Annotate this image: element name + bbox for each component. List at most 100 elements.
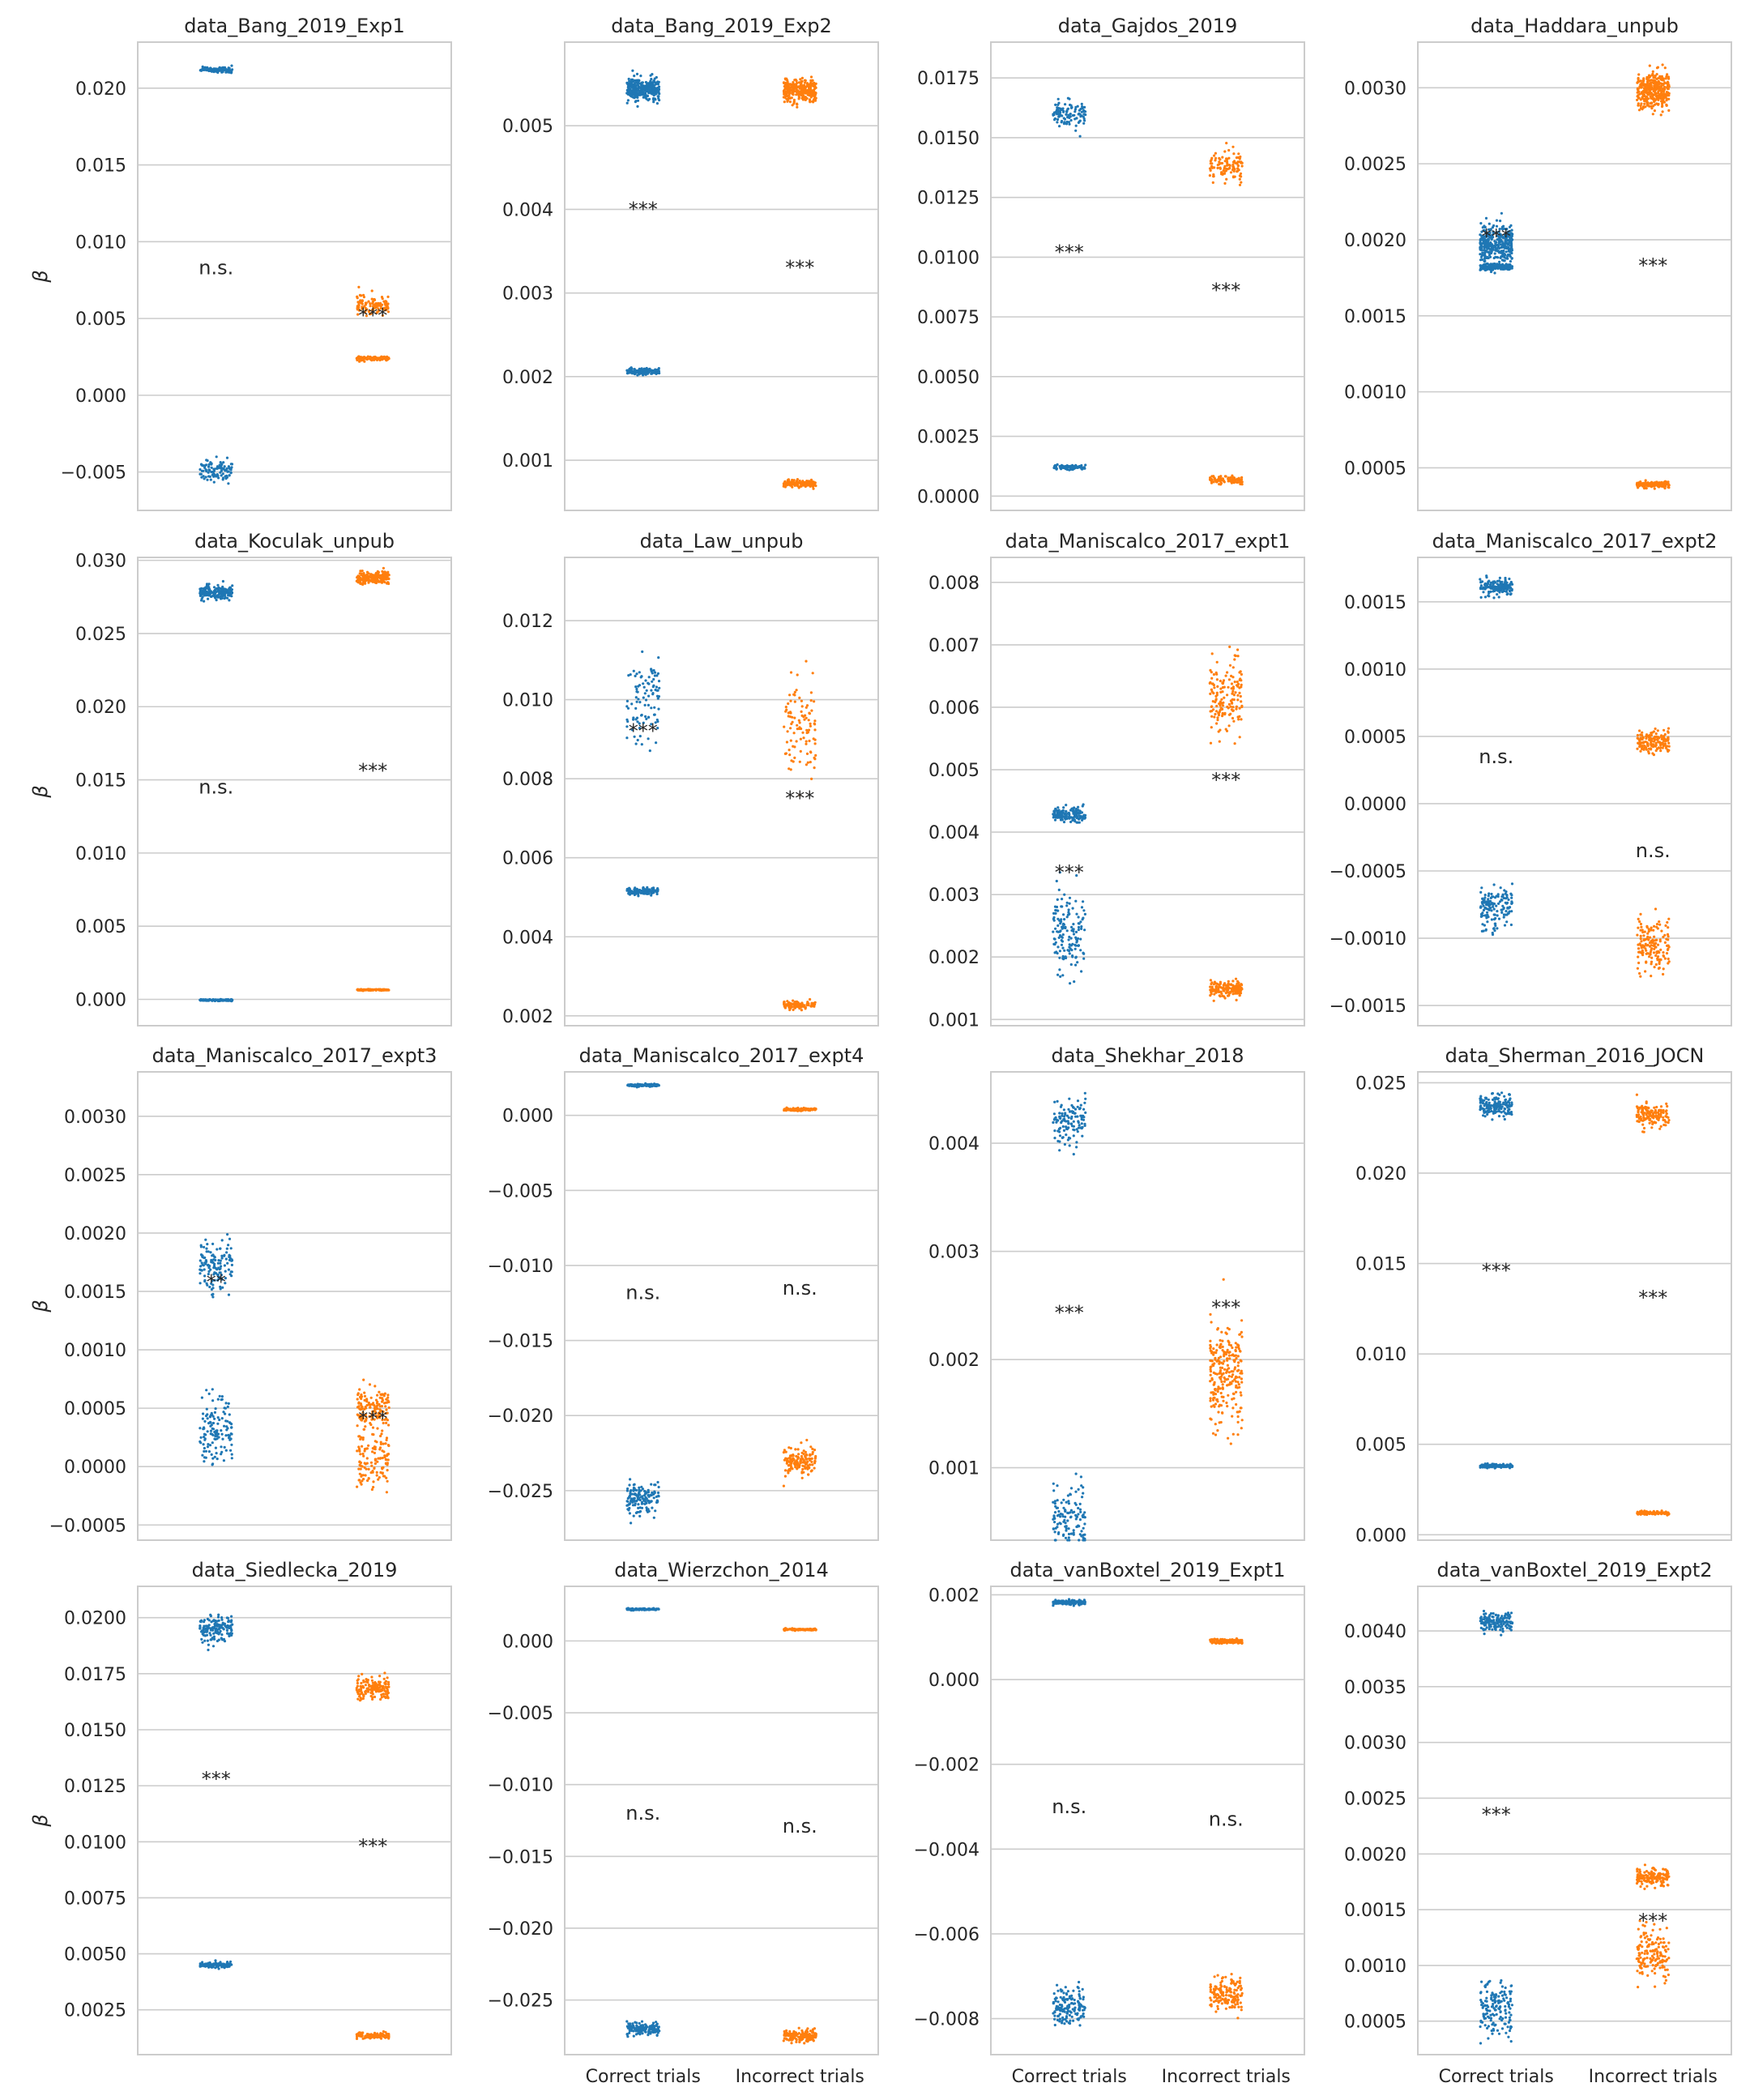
data-point [1666,482,1669,485]
data-point [228,474,231,477]
data-point [630,95,633,98]
data-point [1662,85,1666,88]
data-point [1658,75,1662,78]
data-point [625,699,630,703]
data-point [1661,110,1664,113]
data-point [1227,685,1230,689]
data-point [1496,583,1499,586]
data-point [1065,956,1068,960]
data-point [1483,595,1488,599]
data-point [1074,930,1078,933]
data-point [1077,465,1080,469]
data-point [1072,923,1075,926]
data-point [229,472,233,475]
data-point [1489,581,1492,585]
data-point [652,668,655,672]
data-point [1479,906,1483,909]
data-point [1490,902,1493,905]
data-point [1240,164,1244,168]
data-point [633,75,636,78]
data-point [802,92,805,95]
data-point [1661,105,1664,108]
data-point [1061,816,1064,819]
data-point [1215,480,1219,484]
correct-trials-cluster [198,64,234,75]
data-point [783,1000,786,1004]
data-point [628,79,631,83]
data-point [1664,746,1667,749]
data-point [796,483,799,487]
data-point [807,1004,810,1007]
data-point [375,988,378,991]
data-point [798,721,801,724]
data-point [1218,994,1221,997]
data-point [1209,476,1212,480]
data-point [1493,922,1496,925]
data-point [1661,63,1664,66]
data-point [1212,173,1215,177]
data-point [1065,120,1069,124]
significance-label: *** [1055,241,1084,264]
data-point [1240,476,1244,479]
data-point [379,575,382,578]
data-point [795,689,798,692]
data-point [363,574,366,577]
data-point [630,82,634,85]
incorrect-trials-cluster [783,659,817,796]
data-point [783,1002,786,1005]
data-point [651,90,655,93]
data-point [1062,922,1065,925]
data-point [1505,250,1508,254]
data-point [1503,889,1506,892]
data-point [813,96,817,100]
data-point [642,685,646,689]
data-point [1496,927,1499,930]
data-point [1228,166,1231,169]
y-tick-label: 0.020 [75,698,126,718]
data-point [809,724,813,728]
data-point [231,998,234,1001]
significance-label: *** [785,788,814,810]
data-point [651,886,655,890]
data-point [1227,156,1231,160]
data-point [1229,705,1232,708]
data-point [634,696,638,699]
data-point [626,887,630,890]
y-tick-label: 0.004 [502,200,553,220]
data-point [1240,685,1243,689]
data-point [1645,76,1649,79]
data-point [1654,92,1658,95]
data-point [1219,158,1222,161]
data-point [224,596,227,600]
data-point [1479,584,1483,587]
data-point [1070,925,1073,928]
data-point [370,297,373,301]
data-point [204,476,207,479]
data-point [231,584,234,587]
data-point [799,91,802,94]
data-point [1237,477,1240,480]
significance-label: *** [1055,861,1084,884]
data-point [647,90,651,93]
data-point [198,467,202,472]
data-point [375,358,379,361]
data-point [787,91,791,94]
data-point [1056,463,1059,467]
data-point [793,690,796,694]
data-point [1504,580,1507,583]
data-point [1224,674,1227,677]
data-point [1081,805,1084,808]
data-point [1226,671,1229,674]
data-point [1213,154,1216,157]
data-point [1651,70,1654,73]
data-point [788,715,792,719]
data-point [356,581,360,584]
data-point [636,99,640,102]
data-point [812,83,815,87]
data-point [217,587,220,591]
data-point [784,84,788,88]
data-point [1496,593,1499,596]
data-point [1070,949,1073,952]
data-point [1066,96,1069,100]
data-point [643,692,647,695]
